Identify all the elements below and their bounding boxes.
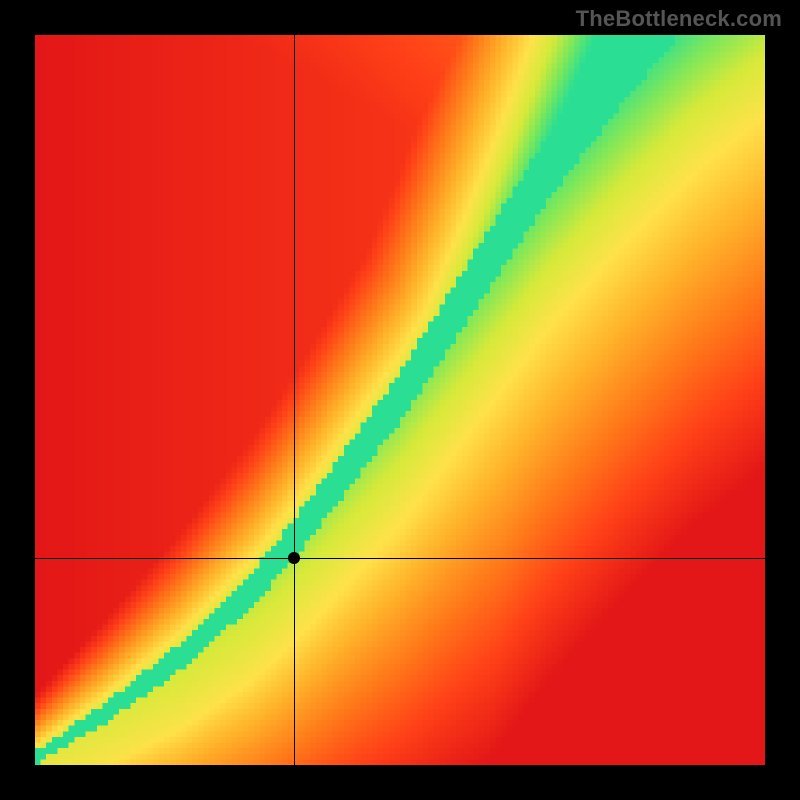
crosshair-horizontal xyxy=(35,558,765,559)
watermark-text: TheBottleneck.com xyxy=(576,6,782,32)
marker-dot xyxy=(288,552,300,564)
crosshair-vertical xyxy=(294,35,295,765)
chart-container: TheBottleneck.com xyxy=(0,0,800,800)
plot-area xyxy=(35,35,765,765)
heatmap-canvas xyxy=(35,35,765,765)
